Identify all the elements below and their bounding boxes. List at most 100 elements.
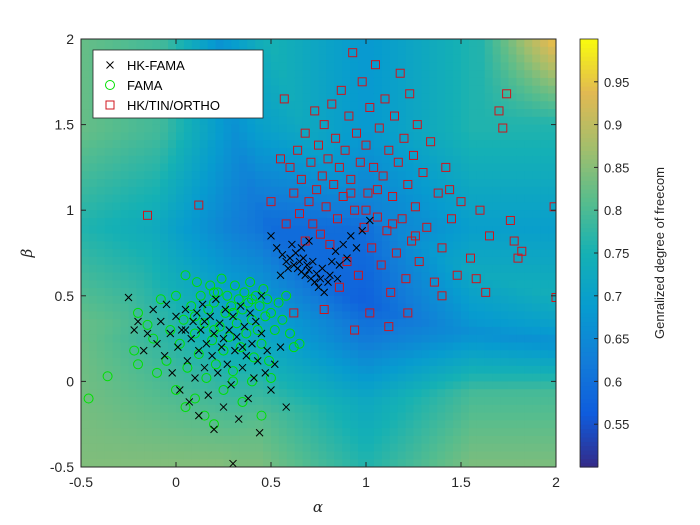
colorbar-segment xyxy=(580,68,598,74)
heatmap-cell xyxy=(302,202,312,211)
heatmap-cell xyxy=(373,350,383,359)
heatmap-cell xyxy=(381,147,391,157)
heatmap-cell xyxy=(278,272,288,281)
heatmap-cell xyxy=(358,70,367,79)
heatmap-cell xyxy=(461,210,470,219)
heatmap-cell xyxy=(278,459,288,467)
heatmap-cell xyxy=(484,62,494,71)
legend-label: HK/TIN/ORTHO xyxy=(127,98,220,113)
heatmap-cell xyxy=(373,389,383,398)
heatmap-cell xyxy=(540,109,549,118)
heatmap-cell xyxy=(176,233,185,242)
heatmap-cell xyxy=(492,77,502,87)
heatmap-cell xyxy=(508,62,518,71)
heatmap-cell xyxy=(413,412,423,421)
heatmap-cell xyxy=(286,303,296,312)
heatmap-cell xyxy=(508,54,518,63)
heatmap-cell xyxy=(445,295,454,305)
heatmap-cell xyxy=(286,280,296,289)
heatmap-cell xyxy=(453,241,462,250)
heatmap-cell xyxy=(199,171,209,180)
heatmap-cell xyxy=(231,326,240,336)
heatmap-cell xyxy=(199,225,209,235)
heatmap-cell xyxy=(532,46,541,56)
heatmap-cell xyxy=(112,124,122,133)
heatmap-cell xyxy=(199,241,209,250)
heatmap-cell xyxy=(421,295,430,305)
heatmap-cell xyxy=(199,272,209,281)
heatmap-cell xyxy=(199,389,209,398)
heatmap-cell xyxy=(334,381,343,390)
colorbar-segment xyxy=(580,338,598,344)
heatmap-cell xyxy=(445,280,454,289)
heatmap-cell xyxy=(294,140,304,149)
heatmap-cell xyxy=(104,241,114,250)
heatmap-cell xyxy=(532,256,541,266)
heatmap-cell xyxy=(160,295,169,305)
colorbar-segment xyxy=(580,424,598,430)
heatmap-cell xyxy=(342,451,351,460)
heatmap-cell xyxy=(421,303,430,312)
heatmap-cell xyxy=(128,420,138,429)
heatmap-cell xyxy=(310,381,320,390)
heatmap-cell xyxy=(207,295,217,305)
heatmap-cell xyxy=(104,288,114,297)
heatmap-cell xyxy=(255,389,264,398)
heatmap-cell xyxy=(492,365,502,375)
colorbar-segment xyxy=(580,394,598,400)
heatmap-cell xyxy=(207,311,217,320)
heatmap-cell xyxy=(381,132,391,141)
heatmap-cell xyxy=(96,217,106,227)
heatmap-cell xyxy=(263,77,272,87)
heatmap-cell xyxy=(247,225,256,235)
heatmap-cell xyxy=(294,124,304,133)
heatmap-cell xyxy=(358,171,367,180)
heatmap-cell xyxy=(223,155,233,165)
heatmap-cell xyxy=(350,46,359,56)
heatmap-cell xyxy=(429,46,438,56)
heatmap-cell xyxy=(405,124,415,133)
heatmap-cell xyxy=(176,147,185,157)
heatmap-cell xyxy=(120,412,130,421)
heatmap-cell xyxy=(81,311,90,320)
heatmap-cell xyxy=(263,280,272,289)
heatmap-cell xyxy=(358,358,367,367)
heatmap-cell xyxy=(429,202,438,211)
colorbar-segment xyxy=(580,137,598,143)
heatmap-cell xyxy=(247,459,256,467)
heatmap-cell xyxy=(263,116,272,126)
heatmap-cell xyxy=(381,217,391,227)
heatmap-cell xyxy=(405,412,415,421)
heatmap-cell xyxy=(191,334,201,344)
data-point xyxy=(372,212,382,222)
heatmap-cell xyxy=(286,249,296,258)
data-point xyxy=(422,222,432,232)
heatmap-cell xyxy=(199,319,209,328)
heatmap-cell xyxy=(239,264,248,274)
heatmap-cell xyxy=(215,225,225,235)
heatmap-cell xyxy=(223,233,233,242)
heatmap-cell xyxy=(437,46,446,56)
colorbar-tick-label: 0.95 xyxy=(604,75,629,90)
heatmap-cell xyxy=(326,155,335,165)
heatmap-cell xyxy=(302,194,312,204)
heatmap-cell xyxy=(445,46,454,56)
colorbar-segment xyxy=(580,47,598,53)
heatmap-cell xyxy=(191,147,201,157)
heatmap-cell xyxy=(239,194,248,204)
heatmap-cell xyxy=(389,256,399,266)
heatmap-cell xyxy=(397,132,407,141)
heatmap-cell xyxy=(239,202,248,211)
heatmap-cell xyxy=(136,443,145,453)
heatmap-cell xyxy=(136,202,145,211)
heatmap-cell xyxy=(540,365,549,375)
colorbar-segment xyxy=(580,419,598,425)
heatmap-cell xyxy=(239,233,248,242)
heatmap-cell xyxy=(468,342,478,351)
data-point xyxy=(191,277,202,288)
heatmap-cell xyxy=(96,179,106,188)
heatmap-cell xyxy=(183,132,193,141)
heatmap-cell xyxy=(81,280,90,289)
heatmap-cell xyxy=(548,155,556,165)
heatmap-cell xyxy=(366,428,375,437)
